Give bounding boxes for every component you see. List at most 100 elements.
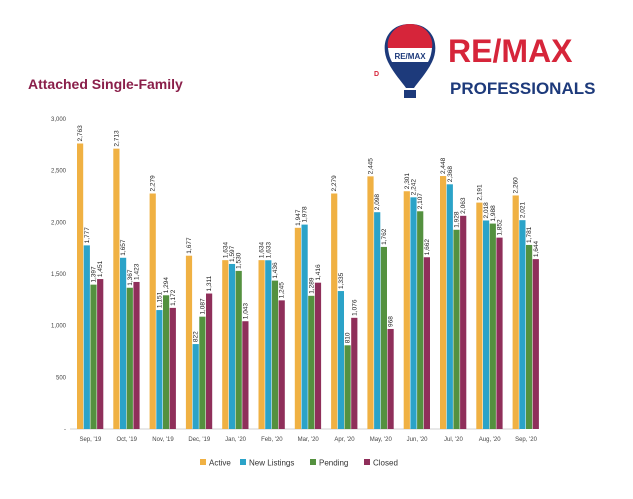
legend-swatch bbox=[310, 459, 316, 465]
data-label: 1,367 bbox=[127, 269, 134, 286]
bar-active bbox=[294, 227, 301, 429]
bar-new-listings bbox=[446, 184, 453, 429]
legend-label: Closed bbox=[373, 459, 398, 468]
data-label: 2,063 bbox=[460, 197, 467, 214]
data-label: 1,852 bbox=[497, 219, 504, 236]
bar-closed bbox=[206, 293, 213, 429]
bar-active bbox=[77, 143, 84, 430]
data-label: 1,633 bbox=[265, 242, 272, 259]
data-label: 2,713 bbox=[113, 130, 120, 147]
balloon-icon: RE/MAX bbox=[384, 24, 436, 98]
data-label: 2,448 bbox=[440, 157, 447, 174]
data-label: 1,988 bbox=[490, 205, 497, 222]
data-label: 1,335 bbox=[338, 272, 345, 289]
data-label: 2,763 bbox=[77, 125, 84, 142]
bar-pending bbox=[344, 345, 351, 429]
data-label: 1,978 bbox=[302, 206, 309, 223]
bar-active bbox=[149, 193, 156, 429]
bar-new-listings bbox=[83, 245, 90, 429]
data-label: 1,634 bbox=[259, 242, 266, 259]
logo-name: RE/MAX bbox=[448, 33, 573, 69]
bar-active bbox=[512, 195, 519, 429]
data-label: 1,597 bbox=[229, 245, 236, 262]
logo-badge-text: RE/MAX bbox=[394, 52, 426, 61]
bar-closed bbox=[169, 307, 176, 429]
data-label: 1,294 bbox=[163, 277, 170, 294]
data-label: 2,279 bbox=[331, 175, 338, 192]
logo-sub: PROFESSIONALS bbox=[450, 79, 595, 98]
legend-label: New Listings bbox=[249, 459, 294, 468]
data-label: 1,762 bbox=[381, 228, 388, 245]
bar-new-listings bbox=[374, 212, 381, 429]
bar-pending bbox=[126, 287, 133, 429]
bar-new-listings bbox=[410, 197, 417, 429]
x-tick-label: Feb, '20 bbox=[261, 437, 283, 443]
data-label: 1,677 bbox=[186, 237, 193, 254]
bar-active bbox=[403, 191, 410, 429]
bar-pending bbox=[380, 246, 387, 429]
bar-closed bbox=[314, 282, 322, 429]
bar-closed bbox=[97, 279, 104, 429]
bar-pending bbox=[163, 295, 170, 429]
y-tick-label: 1,500 bbox=[51, 272, 67, 278]
data-label: 1,076 bbox=[351, 299, 358, 316]
bar-closed bbox=[387, 328, 394, 429]
x-tick-label: Mar, '20 bbox=[298, 437, 320, 443]
bar-active bbox=[222, 260, 229, 429]
data-label: 2,242 bbox=[411, 179, 418, 196]
bar-closed bbox=[351, 317, 358, 429]
x-tick-label: Oct, '19 bbox=[116, 437, 137, 443]
bar-pending bbox=[417, 211, 424, 429]
bar-new-listings bbox=[156, 310, 163, 429]
bar-new-listings bbox=[519, 220, 526, 429]
bar-new-listings bbox=[228, 263, 236, 429]
data-label: 2,018 bbox=[483, 202, 490, 219]
legend-label: Pending bbox=[319, 459, 348, 468]
bar-pending bbox=[489, 223, 496, 429]
bar-active bbox=[258, 260, 265, 429]
chart-title: Attached Single-Family bbox=[28, 76, 183, 92]
data-label: 1,436 bbox=[272, 262, 279, 279]
data-label: 1,928 bbox=[454, 211, 461, 228]
data-label: 1,947 bbox=[295, 209, 302, 226]
data-label: 810 bbox=[345, 332, 352, 343]
legend-swatch bbox=[364, 459, 370, 465]
bar-active bbox=[185, 255, 193, 429]
bar-closed bbox=[423, 257, 430, 429]
data-label: 2,279 bbox=[150, 175, 157, 192]
bar-active bbox=[113, 148, 120, 429]
data-label: 1,657 bbox=[120, 239, 127, 256]
bar-closed bbox=[133, 281, 140, 429]
data-label: 1,245 bbox=[279, 282, 286, 299]
bar-closed bbox=[278, 300, 285, 429]
data-label: 2,021 bbox=[519, 202, 526, 219]
bar-pending bbox=[90, 284, 97, 429]
x-tick-label: May, '20 bbox=[370, 437, 393, 443]
legend-swatch bbox=[240, 459, 246, 465]
data-label: 968 bbox=[388, 316, 395, 327]
bar-pending bbox=[199, 316, 206, 429]
legend-swatch bbox=[200, 459, 206, 465]
data-label: 1,172 bbox=[170, 289, 177, 306]
data-label: 1,151 bbox=[156, 291, 163, 308]
data-label: 1,451 bbox=[97, 260, 104, 277]
bar-active bbox=[476, 202, 483, 429]
bar-closed bbox=[460, 215, 467, 429]
y-tick-label: 500 bbox=[56, 375, 67, 381]
bar-pending bbox=[453, 229, 460, 429]
data-label: 1,644 bbox=[533, 240, 540, 257]
x-tick-label: Nov, '19 bbox=[152, 437, 174, 443]
bar-new-listings bbox=[120, 257, 127, 429]
data-label: 1,423 bbox=[134, 263, 141, 280]
x-tick-label: Sep, '20 bbox=[515, 437, 537, 443]
bar-new-listings bbox=[301, 224, 308, 429]
x-tick-label: Jan, '20 bbox=[225, 437, 246, 443]
remax-logo: RE/MAX RE/MAX PROFESSIONALS bbox=[384, 24, 595, 98]
data-label: 2,107 bbox=[417, 193, 424, 210]
data-label: 1,781 bbox=[526, 226, 533, 243]
x-tick-label: Aug, '20 bbox=[479, 437, 501, 443]
logo-mark: D bbox=[374, 71, 380, 78]
x-tick-label: Dec, '19 bbox=[188, 437, 210, 443]
data-label: 822 bbox=[193, 331, 200, 342]
